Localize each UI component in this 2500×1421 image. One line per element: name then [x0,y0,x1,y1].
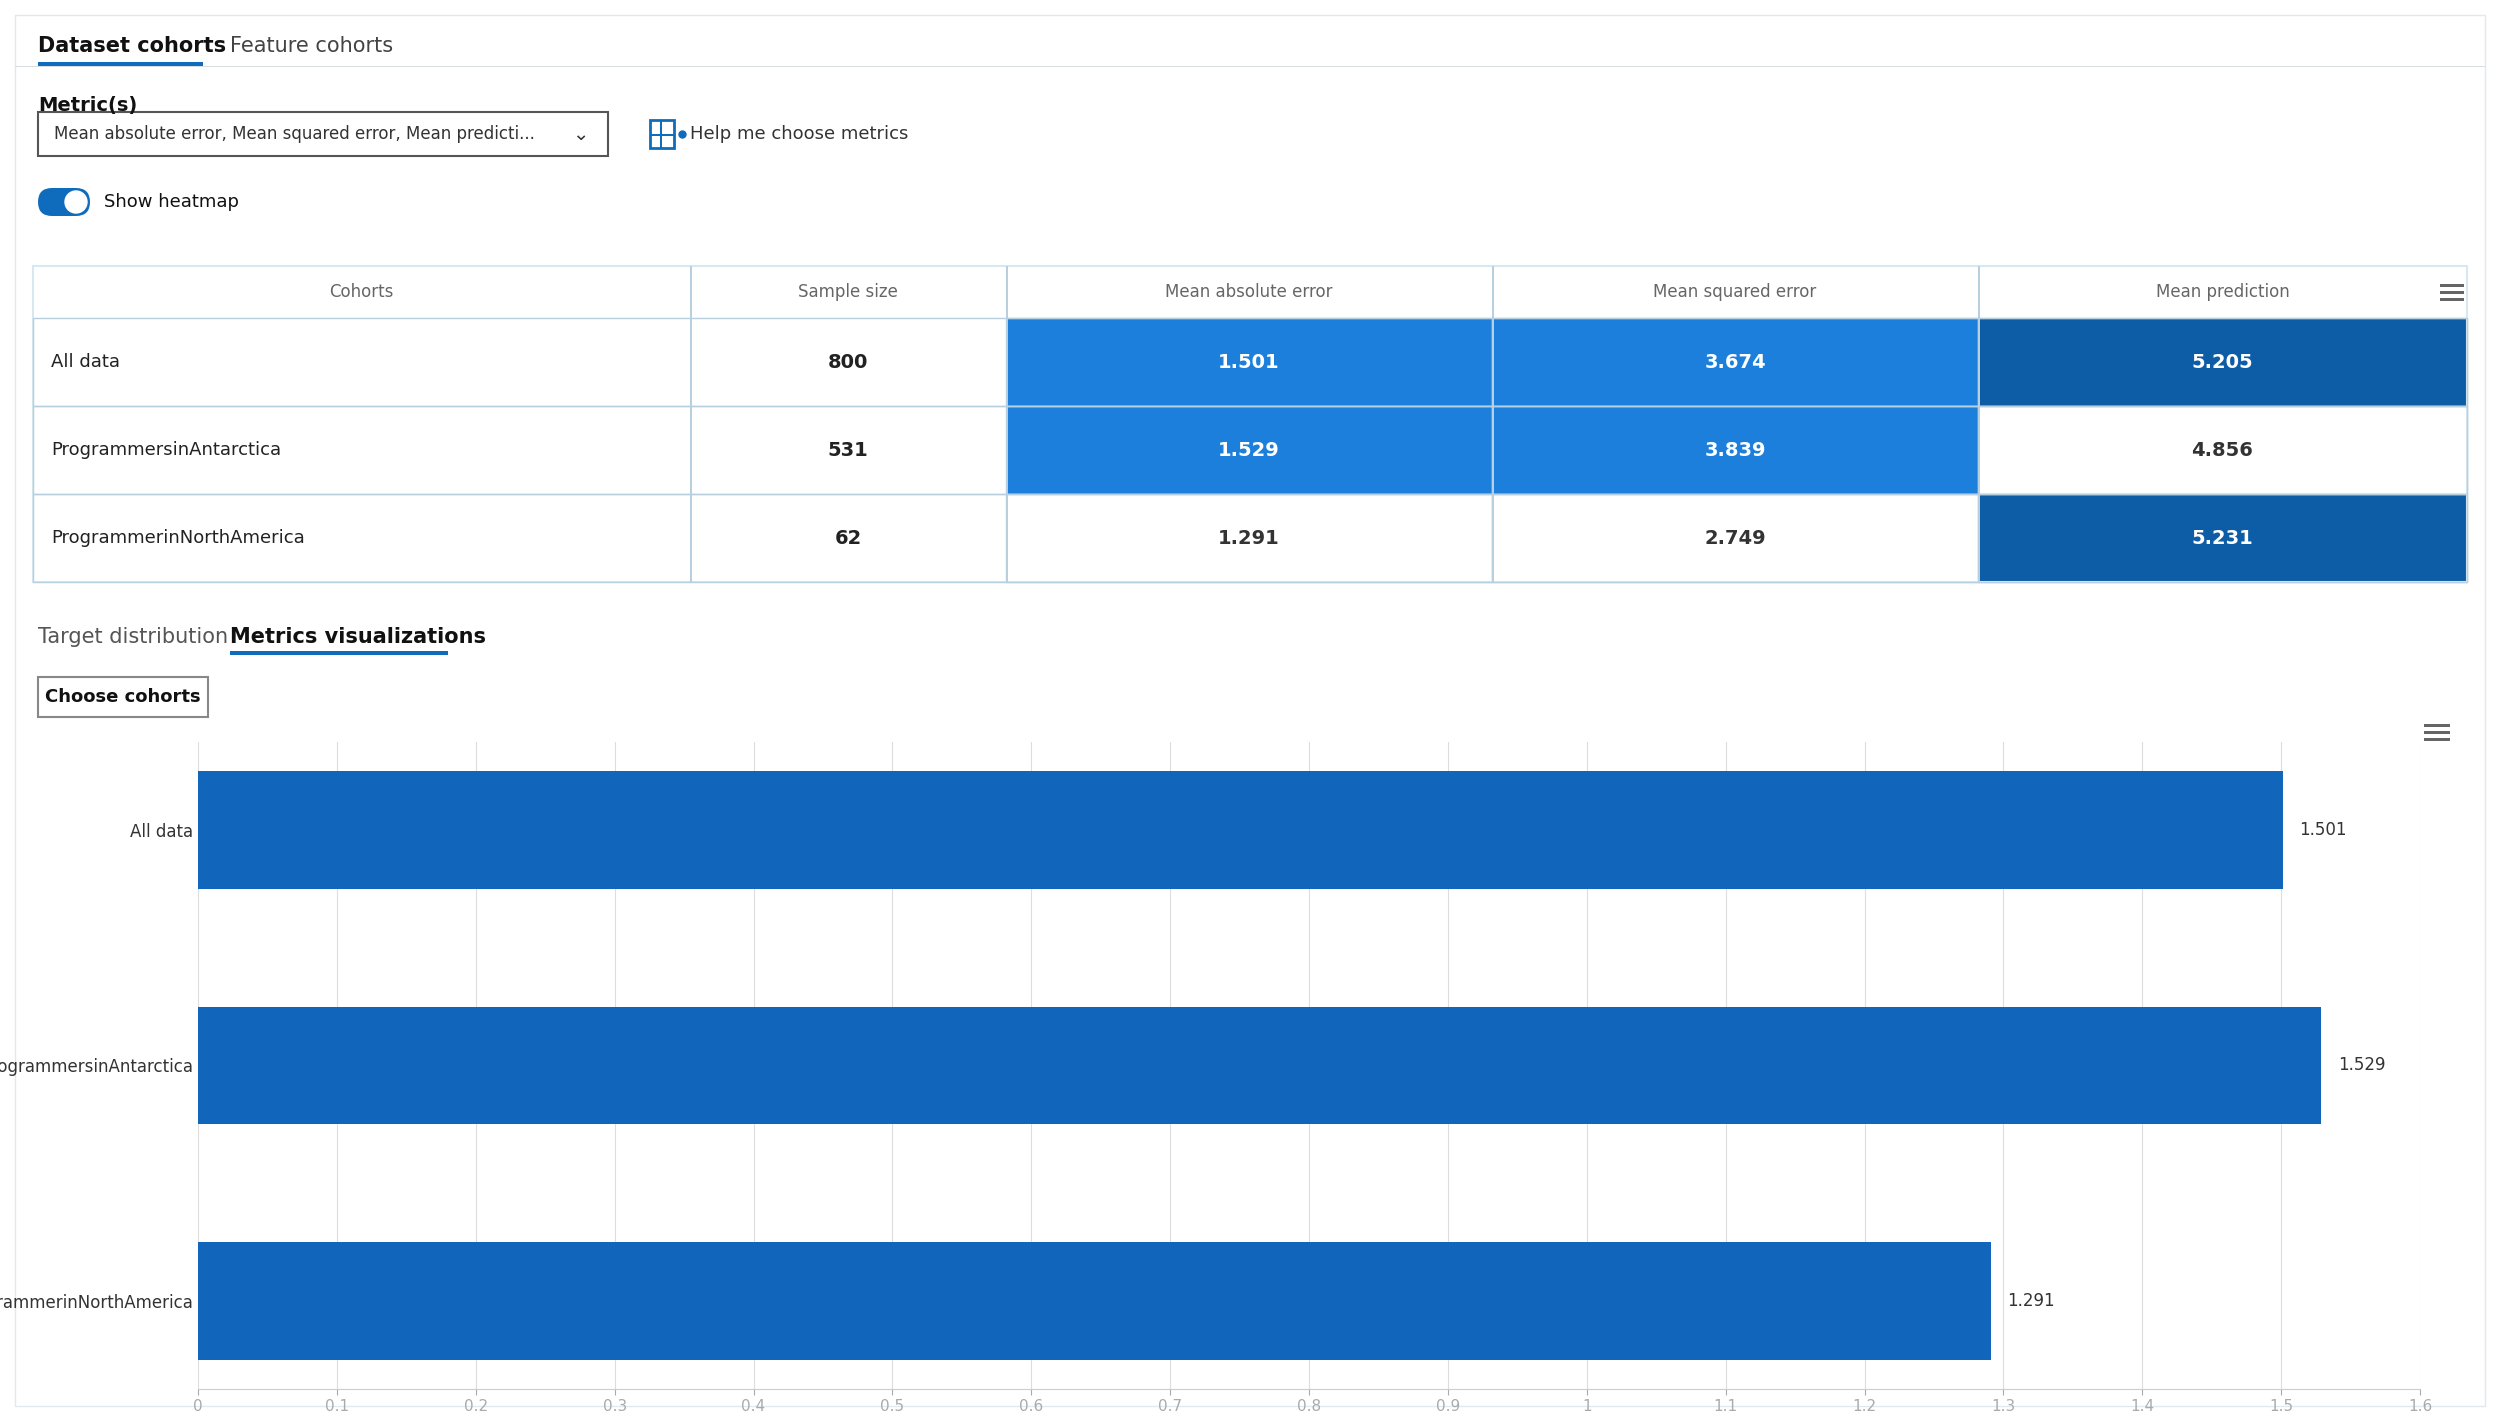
Text: Mean prediction: Mean prediction [2155,283,2290,301]
Text: Help me choose metrics: Help me choose metrics [690,125,908,144]
Bar [198,772,2282,890]
Text: 531: 531 [828,441,867,459]
Text: 3.839: 3.839 [1705,441,1765,459]
Bar [198,1242,1990,1360]
Text: 1.529: 1.529 [2338,1056,2385,1074]
Text: Show heatmap: Show heatmap [105,193,240,210]
Text: Dataset cohorts: Dataset cohorts [38,36,225,55]
Bar [1005,495,1492,583]
Text: 800: 800 [828,352,867,371]
Bar [32,318,2468,406]
Bar [38,63,202,65]
Text: Target distribution: Target distribution [38,627,228,647]
Bar [32,266,2468,583]
Text: ProgrammersinAntarctica: ProgrammersinAntarctica [50,441,280,459]
Text: Sample size: Sample size [798,283,898,301]
Bar [2425,737,2450,740]
Text: 5.205: 5.205 [2192,352,2252,371]
Bar [198,1006,2322,1124]
Bar [32,495,2468,583]
Text: ⌄: ⌄ [572,125,588,144]
Bar [650,119,675,148]
Text: Mean absolute error, Mean squared error, Mean predicti...: Mean absolute error, Mean squared error,… [55,125,535,144]
Bar [1492,318,1978,406]
Text: Metrics visualizations: Metrics visualizations [230,627,485,647]
Bar [38,112,608,156]
Bar [32,406,2468,495]
Text: 1.529: 1.529 [1218,441,1280,459]
Bar [1005,406,1492,495]
FancyBboxPatch shape [38,188,90,216]
Text: 2.749: 2.749 [1705,529,1765,547]
Text: Cohorts: Cohorts [330,283,392,301]
Text: 5.231: 5.231 [2192,529,2252,547]
Bar [1005,318,1492,406]
Text: Feature cohorts: Feature cohorts [230,36,392,55]
Bar [2425,730,2450,733]
Bar [2440,297,2465,300]
Text: ProgrammerinNorthAmerica: ProgrammerinNorthAmerica [50,529,305,547]
Bar [2440,290,2465,294]
Text: All data: All data [50,352,120,371]
Text: 1.501: 1.501 [2300,821,2347,840]
Text: 3.674: 3.674 [1705,352,1765,371]
Text: Choose cohorts: Choose cohorts [45,688,200,706]
Bar [1978,318,2468,406]
Circle shape [65,190,88,213]
Text: 1.291: 1.291 [1218,529,1280,547]
Bar [1492,406,1978,495]
Text: Mean absolute error: Mean absolute error [1165,283,1332,301]
Bar [2440,284,2465,287]
Text: 4.856: 4.856 [2192,441,2252,459]
Bar [38,676,208,718]
Text: Mean squared error: Mean squared error [1652,283,1817,301]
Bar [2425,723,2450,726]
Bar [1978,495,2468,583]
Bar [1978,406,2468,495]
Text: 1.501: 1.501 [1218,352,1280,371]
Bar [1492,495,1978,583]
Bar [650,134,675,136]
Text: 62: 62 [835,529,862,547]
Text: 1.291: 1.291 [2008,1292,2055,1310]
Text: Metric(s): Metric(s) [38,97,138,115]
Bar [230,651,448,655]
